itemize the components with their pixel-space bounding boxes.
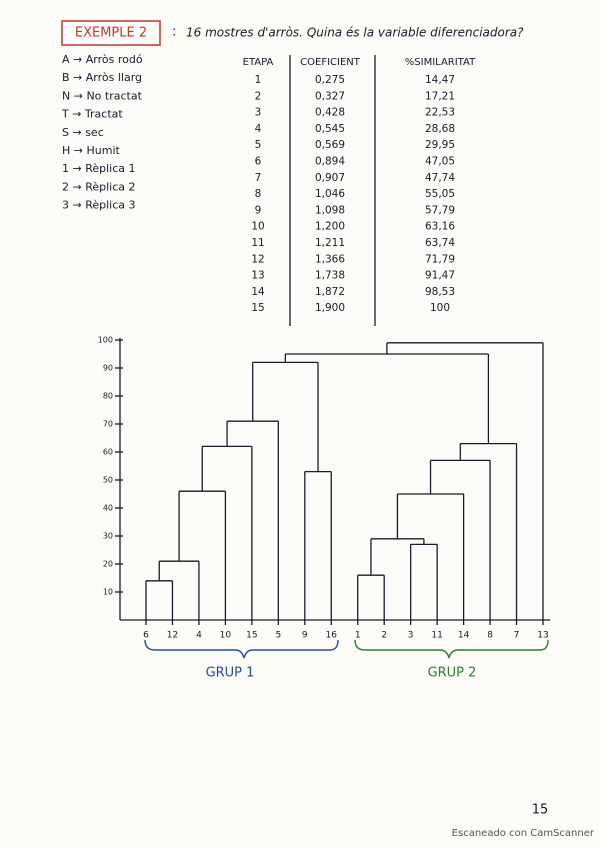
legend-item: T → Tractat	[61, 108, 123, 121]
table-cell: 1,366	[315, 253, 345, 265]
table-header: COEFICIENT	[300, 57, 361, 68]
table-cell: 5	[255, 139, 262, 151]
table-cell: 28,68	[425, 123, 455, 135]
table-header: %SIMILARITAT	[405, 57, 476, 68]
table-cell: 12	[251, 253, 264, 265]
table-cell: 63,74	[425, 237, 455, 249]
leaf-label: 5	[275, 631, 281, 641]
table-cell: 1,900	[315, 302, 345, 314]
table-cell: 55,05	[425, 188, 455, 200]
table-cell: 71,79	[425, 253, 455, 265]
table-cell: 0,428	[315, 107, 345, 119]
leaf-label: 3	[408, 631, 414, 641]
legend-item: N → No tractat	[62, 89, 143, 102]
table-cell: 0,569	[315, 139, 345, 151]
legend-item: 2 → Rèplica 2	[62, 180, 136, 193]
table-cell: 2	[255, 90, 262, 102]
y-tick-label: 30	[103, 532, 113, 541]
leaf-label: 12	[167, 631, 178, 641]
y-tick-label: 100	[98, 336, 113, 345]
table-cell: 0,894	[315, 156, 345, 168]
question: 16 mostres d'arròs. Quina és la variable…	[186, 26, 524, 40]
table-cell: 6	[255, 156, 262, 168]
leaf-label: 9	[302, 631, 308, 641]
table-cell: 57,79	[425, 204, 455, 216]
legend-item: 1 → Rèplica 1	[62, 162, 136, 175]
table-header: ETAPA	[243, 57, 274, 68]
leaf-label: 2	[381, 631, 387, 641]
legend-item: S → sec	[62, 126, 104, 139]
table-cell: 0,327	[315, 90, 345, 102]
table-cell: 13	[251, 270, 264, 282]
table-cell: 7	[255, 172, 262, 184]
y-tick-label: 90	[103, 364, 113, 373]
table-cell: 1,211	[315, 237, 345, 249]
table-cell: 1,046	[315, 188, 345, 200]
legend-item: A → Arròs rodó	[62, 53, 143, 66]
y-tick-label: 10	[103, 588, 113, 597]
table-cell: 1,738	[315, 270, 345, 282]
table-cell: 47,05	[425, 156, 455, 168]
table-cell: 1,872	[315, 286, 345, 298]
group-brace	[354, 639, 549, 659]
table-cell: 47,74	[425, 172, 455, 184]
table-cell: 11	[251, 237, 264, 249]
table-cell: 0,275	[315, 74, 345, 86]
y-tick-label: 50	[103, 476, 113, 485]
leaf-label: 6	[143, 631, 149, 641]
table-cell: 22,53	[425, 107, 455, 119]
leaf-label: 14	[458, 631, 470, 641]
leaf-label: 13	[537, 631, 548, 641]
leaf-label: 1	[355, 631, 361, 641]
table-cell: 1,098	[315, 204, 345, 216]
y-tick-label: 60	[103, 448, 113, 457]
table-cell: 9	[255, 204, 262, 216]
leaf-label: 8	[487, 631, 493, 641]
table-cell: 63,16	[425, 221, 455, 233]
leaf-label: 4	[196, 631, 202, 641]
leaf-label: 16	[326, 631, 338, 641]
table-cell: 1,200	[315, 221, 345, 233]
leaf-label: 7	[514, 631, 520, 641]
leaf-label: 11	[431, 631, 442, 641]
footer: Escaneado con CamScanner	[452, 828, 595, 839]
table-cell: 4	[255, 123, 262, 135]
leaf-label: 15	[246, 631, 257, 641]
y-tick-label: 80	[103, 392, 113, 401]
table-cell: 100	[430, 302, 450, 314]
table-cell: 98,53	[425, 286, 455, 298]
table-cell: 0,545	[315, 123, 345, 135]
table-cell: 14,47	[425, 74, 455, 86]
leaf-label: 10	[220, 631, 232, 641]
y-tick-label: 40	[103, 504, 113, 513]
table-cell: 0,907	[315, 172, 345, 184]
legend-item: 3 → Rèplica 3	[62, 199, 136, 212]
badge-box	[61, 20, 161, 46]
table-cell: 8	[255, 188, 262, 200]
y-tick-label: 70	[103, 420, 113, 429]
legend-item: B → Arròs llarg	[62, 71, 142, 84]
group-brace	[144, 639, 339, 659]
group-label: GRUP 1	[206, 666, 255, 681]
y-tick-label: 20	[103, 560, 113, 569]
table-cell: 15	[251, 302, 264, 314]
table-cell: 1	[255, 74, 262, 86]
badge: EXEMPLE 2	[75, 26, 147, 41]
group-label: GRUP 2	[428, 666, 477, 681]
table-cell: 29,95	[425, 139, 455, 151]
table-cell: 17,21	[425, 90, 455, 102]
table-cell: 3	[255, 107, 262, 119]
colon: :	[172, 25, 176, 40]
table-cell: 10	[251, 221, 264, 233]
page-number: 15	[532, 803, 549, 818]
table-cell: 91,47	[425, 270, 455, 282]
table-cell: 14	[251, 286, 265, 298]
legend-item: H → Humit	[62, 144, 120, 157]
